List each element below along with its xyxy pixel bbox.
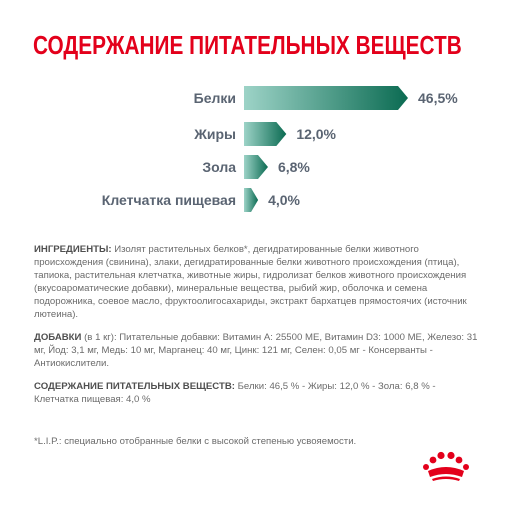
bar-value-label: 6,8% [277,159,310,175]
additives-block: ДОБАВКИ (в 1 кг): Питательные добавки: В… [34,331,479,370]
additives-label: ДОБАВКИ [34,332,82,343]
additives-text: (в 1 кг): Питательные добавки: Витамин A… [34,332,478,369]
bar-2 [244,155,268,179]
bar-value-label: 46,5% [418,90,458,106]
nutrient-chart: Белки 46,5% Жиры 12,0% Зола 6,8% Клетчатка пищ… [0,0,506,230]
footnote: *L.I.P.: специально отобранные белки с в… [34,436,357,447]
bar-value-label: 12,0% [296,126,337,142]
bar-category-label: Белки [193,90,236,106]
nutrients-text: Белки: 46,5 % - Жиры: 12,0 % - Зола: 6,8… [34,381,436,405]
bar-category-label: Жиры [194,126,236,142]
bar-1 [244,122,287,146]
bar-3 [244,188,259,212]
bar-category-label: Клетчатка пищевая [101,192,236,208]
ingredients-label: ИНГРЕДИЕНТЫ: [34,244,112,255]
royal-canin-crown-logo-icon [418,449,474,483]
bar-0 [244,86,408,110]
bar-category-label: Зола [202,159,236,175]
nutrients-label: СОДЕРЖАНИЕ ПИТАТЕЛЬНЫХ ВЕЩЕСТВ: [34,381,235,392]
ingredients-text: Изолят растительных белков*, дегидратиро… [34,244,467,320]
nutrient-chart-svg [244,86,408,212]
nutrients-block: СОДЕРЖАНИЕ ПИТАТЕЛЬНЫХ ВЕЩЕСТВ: Белки: 4… [34,380,479,406]
bar-value-label: 4,0% [268,192,301,208]
ingredients-block: ИНГРЕДИЕНТЫ: Изолят растительных белков*… [34,243,479,321]
